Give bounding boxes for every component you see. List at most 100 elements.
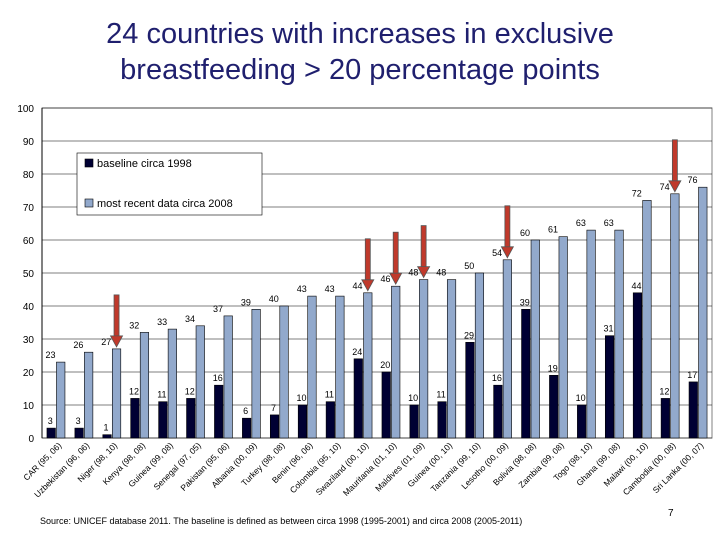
recent-bar (223, 315, 233, 439)
baseline-bar (186, 398, 196, 439)
baseline-value-label: 10 (408, 393, 418, 403)
baseline-bar (269, 414, 280, 439)
recent-bar (56, 361, 66, 439)
y-tick-label: 10 (23, 401, 35, 412)
source-note: Source: UNICEF database 2011. The baseli… (40, 516, 523, 526)
baseline-value-label: 31 (604, 324, 614, 334)
baseline-value-label: 3 (48, 416, 53, 426)
recent-value-label: 46 (380, 274, 390, 284)
recent-value-label: 63 (576, 218, 586, 228)
highlight-arrow (361, 238, 375, 292)
baseline-value-label: 11 (436, 390, 445, 400)
arrow-head (668, 180, 682, 193)
highlight-arrows (109, 139, 682, 348)
baseline-bar (102, 434, 112, 439)
y-tick-label: 60 (23, 236, 35, 247)
recent-bar (446, 279, 457, 439)
baseline-bar (46, 427, 56, 439)
recent-value-label: 40 (269, 294, 279, 304)
baseline-bar (632, 292, 643, 439)
recent-bar (84, 351, 94, 439)
recent-bar (558, 236, 568, 439)
recent-bar (670, 193, 680, 439)
recent-bar (614, 229, 624, 439)
recent-bar (502, 259, 512, 439)
baseline-value-label: 16 (213, 373, 223, 383)
baseline-value-label: 3 (76, 416, 81, 426)
legend-swatch-baseline (84, 158, 94, 168)
recent-bar (586, 229, 596, 439)
recent-value-label: 32 (129, 320, 139, 330)
recent-value-label: 43 (325, 284, 335, 294)
baseline-value-label: 16 (492, 373, 502, 383)
chart-title: 24 countries with increases in exclusive… (0, 16, 720, 88)
baseline-bar (521, 308, 531, 439)
y-axis: 0 10 20 30 40 50 60 70 80 90 100 (17, 104, 43, 445)
baseline-value-label: 12 (185, 386, 195, 396)
recent-value-label: 50 (464, 261, 474, 271)
y-tick-label: 70 (23, 203, 35, 214)
x-category-label: Maldives (01, 09) (373, 440, 426, 493)
recent-bar (335, 295, 345, 439)
y-tick-label: 20 (23, 368, 35, 379)
recent-value-label: 39 (241, 297, 251, 307)
recent-value-label: 60 (520, 228, 530, 238)
arrow-shaft (364, 238, 371, 282)
recent-value-label: 26 (73, 340, 83, 350)
recent-value-label: 27 (101, 337, 111, 347)
recent-bar (363, 292, 373, 439)
baseline-value-label: 29 (464, 330, 474, 340)
baseline-value-label: 1 (104, 423, 109, 433)
arrow-shaft (392, 231, 399, 275)
recent-bar (111, 348, 122, 439)
x-category-label: Sri Lanka (00, 07) (651, 440, 706, 495)
baseline-bar (688, 381, 698, 439)
recent-bar (698, 186, 708, 439)
baseline-value-label: 12 (659, 386, 669, 396)
baseline-bar (130, 398, 140, 439)
arrow-shaft (420, 225, 427, 269)
recent-bar (530, 239, 540, 439)
recent-value-label: 43 (297, 284, 307, 294)
recent-bar (419, 279, 429, 439)
baseline-bar (409, 404, 419, 439)
legend: baseline circa 1998 most recent data circ… (76, 152, 263, 216)
arrow-shaft (671, 139, 678, 183)
recent-value-label: 48 (408, 268, 418, 278)
baseline-bar (74, 427, 84, 439)
baseline-bar (381, 371, 391, 439)
recent-bar (307, 295, 317, 439)
recent-value-label: 37 (213, 304, 223, 314)
highlight-arrow (416, 225, 431, 279)
baseline-bar (214, 384, 224, 439)
y-tick-label: 0 (28, 434, 34, 445)
baseline-bar (493, 384, 503, 439)
baseline-value-label: 44 (631, 281, 641, 291)
recent-value-label: 34 (185, 314, 195, 324)
recent-value-label: 61 (548, 225, 558, 235)
y-tick-label: 40 (23, 302, 35, 313)
recent-bar (642, 200, 652, 439)
recent-value-label: 33 (157, 317, 167, 327)
baseline-bar (158, 401, 168, 439)
title-line-1: 24 countries with increases in exclusive (106, 18, 614, 50)
x-category-label: Pakistan (95, 06) (178, 440, 231, 493)
baseline-bar (465, 341, 475, 439)
recent-bar (139, 332, 150, 439)
baseline-value-label: 19 (548, 363, 558, 373)
baseline-value-label: 6 (243, 406, 248, 416)
arrow-head (361, 279, 375, 292)
y-tick-label: 80 (23, 170, 35, 181)
arrow-head (109, 335, 124, 348)
highlight-arrow (668, 139, 682, 193)
baseline-value-label: 12 (129, 386, 139, 396)
x-category-label: Tanzania (99, 10) (429, 440, 483, 494)
legend-box (76, 152, 263, 216)
recent-bar (279, 305, 289, 439)
baseline-bar (437, 401, 447, 439)
y-tick-label: 50 (23, 269, 35, 280)
recent-bar (391, 285, 401, 439)
recent-value-label: 54 (492, 248, 502, 258)
y-tick-label: 30 (23, 335, 35, 346)
